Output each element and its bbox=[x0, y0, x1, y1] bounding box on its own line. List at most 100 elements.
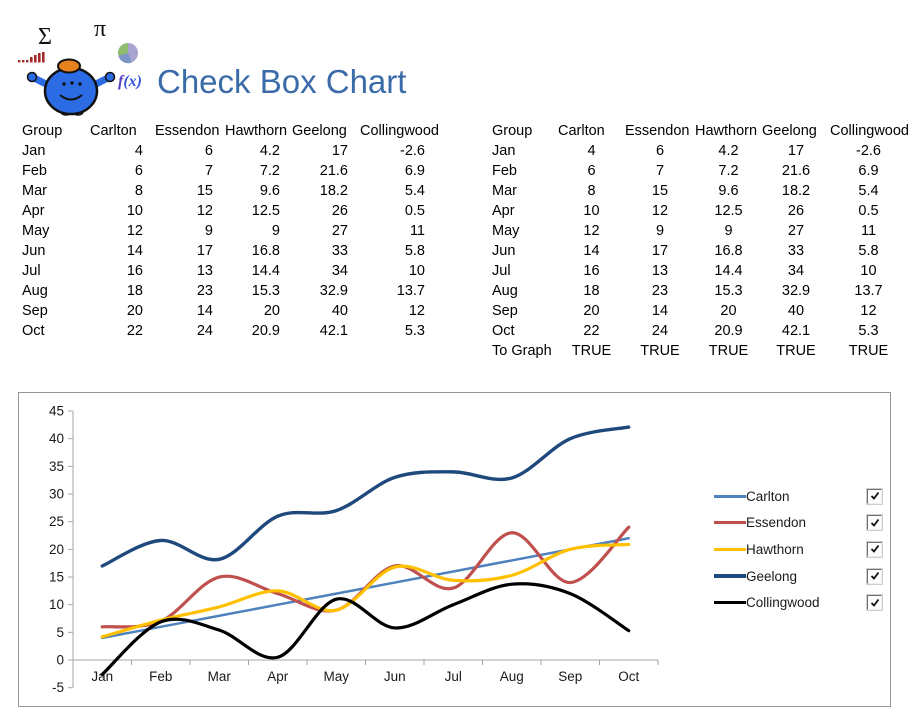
pie-chart-icon bbox=[118, 43, 138, 64]
app-logo: Σ π f(x) bbox=[18, 16, 142, 116]
table-header-cell: Collingwood bbox=[830, 123, 909, 139]
table-cell: 18.2 bbox=[319, 183, 348, 199]
table-cell: 12.5 bbox=[251, 203, 280, 219]
table-row-label: Feb bbox=[492, 163, 517, 179]
table-header-cell: Group bbox=[22, 123, 63, 139]
table-cell: 20.9 bbox=[251, 323, 280, 339]
series-line-geelong bbox=[100, 425, 631, 568]
table-cell: 20.9 bbox=[714, 323, 743, 339]
legend-entry-carlton: Carlton bbox=[714, 483, 883, 510]
table-row-label: Oct bbox=[22, 323, 45, 339]
y-axis-label: -5 bbox=[52, 680, 64, 695]
table-row-label: Sep bbox=[22, 303, 48, 319]
table-cell: 10 bbox=[860, 263, 877, 279]
table-row-label: Jan bbox=[22, 143, 46, 159]
table-cell: 9 bbox=[271, 223, 280, 239]
table-cell: 27 bbox=[787, 223, 805, 239]
checkmark-icon bbox=[870, 545, 879, 554]
table-cell: 23 bbox=[651, 283, 669, 299]
table-cell: 15.3 bbox=[714, 283, 743, 299]
x-axis-label: Jul bbox=[445, 669, 462, 684]
legend-checkbox-carlton[interactable] bbox=[866, 487, 883, 505]
table-row-label: Jun bbox=[492, 243, 516, 259]
table-cell: 42.1 bbox=[781, 323, 811, 339]
table-cell: 13 bbox=[196, 263, 213, 279]
table-cell: 5.8 bbox=[404, 243, 425, 259]
table-cell: 22 bbox=[583, 323, 600, 339]
table-cell: 9.6 bbox=[259, 183, 280, 199]
table-header-cell: Geelong bbox=[292, 123, 347, 139]
table-cell: 0.5 bbox=[858, 203, 879, 219]
table-cell: 16.8 bbox=[714, 243, 743, 259]
table-row-label: Jun bbox=[22, 243, 46, 259]
table-cell: 0.5 bbox=[404, 203, 425, 219]
sigma-symbol: Σ bbox=[38, 24, 52, 50]
table-row-label: May bbox=[492, 223, 520, 239]
table-cell: 6 bbox=[134, 163, 143, 179]
table-cell: 6 bbox=[204, 143, 213, 159]
table-cell: 21.6 bbox=[319, 163, 348, 179]
checkmark-icon bbox=[870, 598, 879, 607]
table-cell: 5.8 bbox=[858, 243, 879, 259]
y-axis-label: 40 bbox=[49, 431, 64, 446]
table-cell: 6 bbox=[655, 143, 665, 159]
table-cell: 10 bbox=[408, 263, 425, 279]
table-cell: 24 bbox=[196, 323, 213, 339]
legend-line-sample bbox=[714, 547, 746, 552]
table-cell: 8 bbox=[587, 183, 596, 199]
table-cell: 18 bbox=[583, 283, 600, 299]
table-cell: 32.9 bbox=[319, 283, 348, 299]
checkmark-icon bbox=[870, 518, 879, 527]
table-cell: 14 bbox=[196, 303, 213, 319]
to-graph-label: To Graph bbox=[492, 343, 552, 359]
table-cell: 14 bbox=[126, 243, 143, 259]
legend-label: Essendon bbox=[746, 515, 807, 531]
table-cell: 20 bbox=[583, 303, 600, 319]
table-cell: 23 bbox=[196, 283, 213, 299]
table-header-cell: Essendon bbox=[155, 123, 220, 139]
series-line-collingwood bbox=[100, 582, 631, 677]
table-cell: 14.4 bbox=[251, 263, 280, 279]
table-cell: 40 bbox=[331, 303, 348, 319]
y-axis-label: 15 bbox=[49, 570, 64, 585]
table-cell: 16 bbox=[583, 263, 600, 279]
table-row-label: Apr bbox=[22, 203, 45, 219]
legend-checkbox-essendon[interactable] bbox=[866, 514, 883, 532]
pi-symbol: π bbox=[94, 16, 106, 42]
table-row-label: Mar bbox=[492, 183, 517, 199]
table-cell: 26 bbox=[787, 203, 805, 219]
table-cell: 34 bbox=[331, 263, 348, 279]
to-graph-value: TRUE bbox=[776, 343, 816, 359]
page-title: Check Box Chart bbox=[157, 63, 407, 100]
table-row-label: Sep bbox=[492, 303, 518, 319]
table-row-label: Mar bbox=[22, 183, 47, 199]
chart-legend: Carlton Essendon Hawthorn Geelong Collingwoo… bbox=[714, 483, 883, 616]
table-cell: 27 bbox=[331, 223, 348, 239]
table-row-label: Aug bbox=[22, 283, 48, 299]
legend-checkbox-collingwood[interactable] bbox=[866, 594, 883, 612]
legend-checkbox-geelong[interactable] bbox=[866, 567, 883, 585]
table-row-label: May bbox=[22, 223, 50, 239]
table-header-cell: Group bbox=[492, 123, 533, 139]
table-cell: 9.6 bbox=[718, 183, 739, 199]
x-axis-label: Apr bbox=[267, 669, 289, 684]
table-row-label: Feb bbox=[22, 163, 47, 179]
y-axis-label: 25 bbox=[49, 514, 64, 529]
to-graph-value: TRUE bbox=[640, 343, 680, 359]
table-cell: 4 bbox=[587, 143, 596, 159]
table-cell: 40 bbox=[787, 303, 805, 319]
y-axis-label: 35 bbox=[49, 459, 64, 474]
table-cell: 6.9 bbox=[858, 163, 879, 179]
x-axis-label: Feb bbox=[149, 669, 172, 684]
table-header-cell: Collingwood bbox=[360, 123, 439, 139]
table-cell: 33 bbox=[787, 243, 805, 259]
table-row-label: Apr bbox=[492, 203, 515, 219]
table-cell: 4 bbox=[134, 143, 143, 159]
table-row-label: Jul bbox=[492, 263, 511, 279]
legend-checkbox-hawthorn[interactable] bbox=[866, 540, 883, 558]
series-line-hawthorn bbox=[100, 542, 631, 639]
table-cell: 12 bbox=[583, 223, 600, 239]
chart-canvas: -5 0 5 10 15 20 25 30 35 40 45 Jan Feb Mar Apr May Jun Ju… bbox=[49, 404, 659, 695]
table-cell: 7.2 bbox=[259, 163, 280, 179]
legend-line-sample bbox=[714, 601, 746, 605]
